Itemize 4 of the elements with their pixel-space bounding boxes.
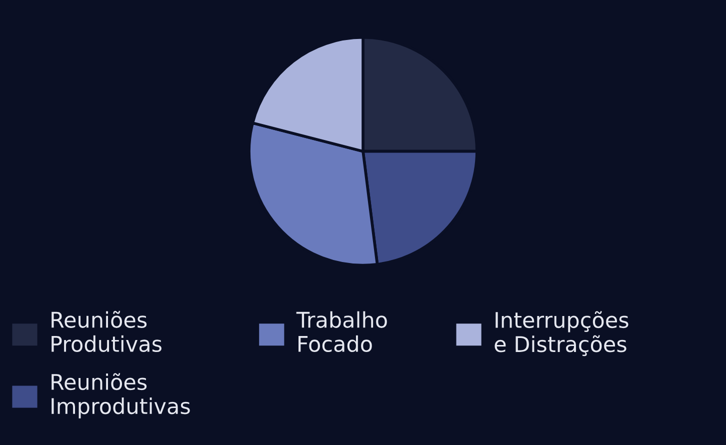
legend-label: Trabalho Focado [296, 311, 387, 352]
legend-label: Reuniões Improdutivas [52, 373, 190, 418]
legend-label: Reuniões Produtivas [52, 310, 162, 352]
legend-label: Interrupções e Distrações [494, 311, 628, 356]
